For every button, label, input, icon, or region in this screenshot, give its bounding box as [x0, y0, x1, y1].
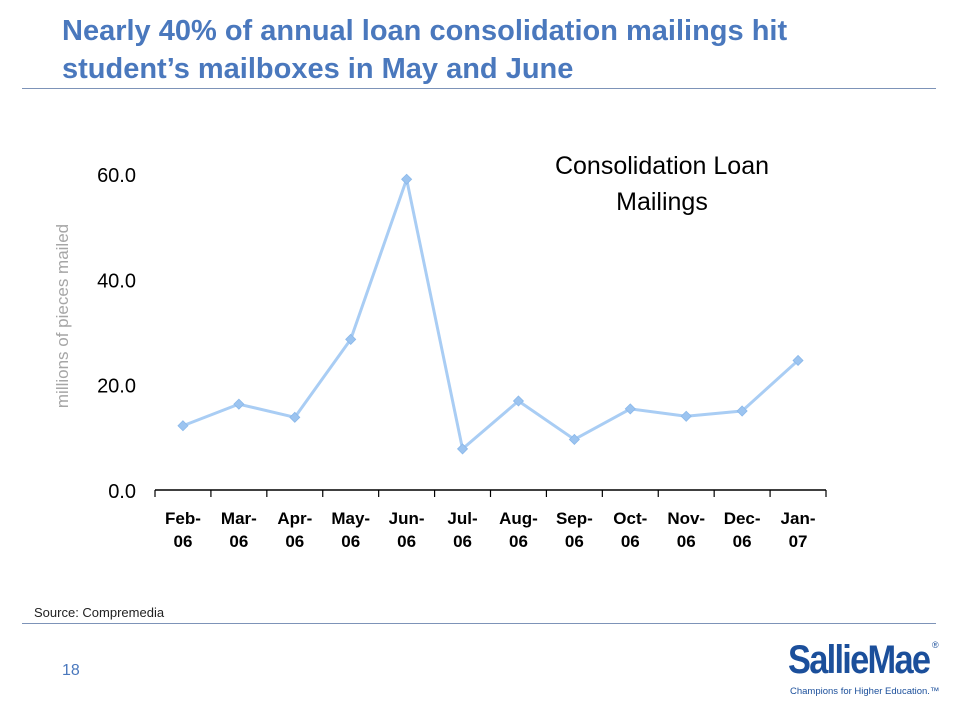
salliemae-logo: SallieMae ® Champions for Higher Educati… [786, 638, 946, 700]
x-tick-label: Jul- [447, 509, 477, 528]
chart-title-line: Mailings [616, 188, 708, 216]
slide-headline: Nearly 40% of annual loan consolidation … [62, 15, 788, 85]
x-tick-label: 06 [285, 532, 304, 551]
x-tick-label: 06 [453, 532, 472, 551]
data-point-marker [624, 403, 636, 415]
logo-tagline: Champions for Higher Education.™ [790, 686, 940, 697]
x-tick-label: 06 [733, 532, 752, 551]
y-tick-label: 20.0 [97, 376, 136, 398]
x-tick-label: 06 [397, 532, 416, 551]
x-tick-label: Feb- [165, 509, 201, 528]
y-tick-label: 40.0 [97, 270, 136, 292]
source-note: Source: Compremedia [34, 605, 165, 620]
logo-registered-mark: ® [932, 640, 939, 650]
x-tick-label: 06 [621, 532, 640, 551]
x-tick-label: Mar- [221, 509, 257, 528]
x-tick-label: Aug- [499, 509, 538, 528]
data-point-marker [456, 443, 469, 455]
x-tick-label: Apr- [277, 509, 312, 528]
logo-wordmark: SallieMae [788, 638, 931, 682]
x-tick-label: 06 [677, 532, 696, 551]
chart-title-line: Consolidation Loan [555, 152, 769, 180]
data-point-marker [792, 354, 804, 367]
data-point-marker [568, 433, 580, 446]
data-point-marker [289, 411, 301, 423]
x-tick-label: Dec- [724, 509, 761, 528]
x-tick-label: 06 [341, 532, 360, 551]
data-point-marker [736, 405, 748, 417]
x-tick-label: 06 [229, 532, 248, 551]
top-divider [22, 88, 936, 89]
data-point-marker [401, 173, 413, 185]
x-tick-label: 06 [565, 532, 584, 551]
x-tick-label: Jun- [389, 509, 425, 528]
y-axis-label: millions of pieces mailed [53, 224, 72, 408]
data-point-marker [512, 395, 525, 407]
data-point-marker [233, 398, 245, 410]
x-tick-label: May- [331, 509, 370, 528]
x-tick-label: 06 [173, 532, 192, 551]
y-tick-label: 60.0 [97, 165, 136, 187]
data-point-marker [177, 420, 189, 432]
page-number: 18 [62, 662, 80, 679]
series-line [182, 177, 800, 451]
x-tick-label: Sep- [556, 509, 593, 528]
x-tick-label: Nov- [667, 509, 705, 528]
y-tick-label: 0.0 [108, 481, 136, 503]
data-point-marker [680, 410, 692, 422]
bottom-divider [22, 623, 936, 624]
data-point-marker [345, 333, 357, 345]
x-tick-label: Oct- [613, 509, 647, 528]
x-tick-label: 06 [509, 532, 528, 551]
x-tick-label: Jan- [781, 509, 816, 528]
x-tick-label: 07 [789, 532, 808, 551]
